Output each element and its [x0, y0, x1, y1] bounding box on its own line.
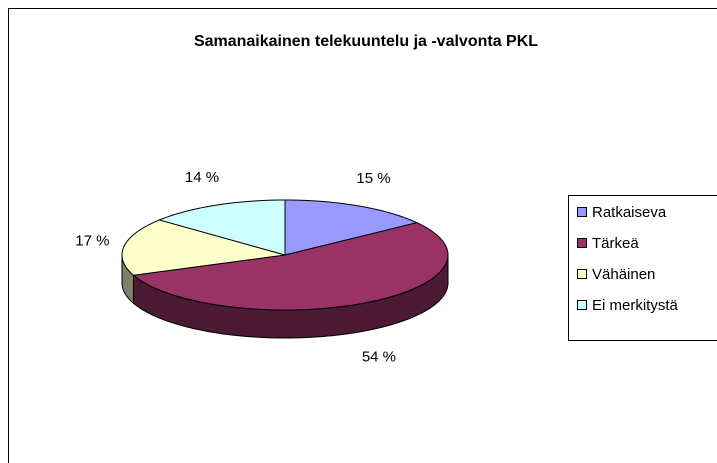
data-label: 54 %: [362, 348, 396, 365]
data-label: 14 %: [185, 169, 219, 186]
legend-label: Vähäinen: [592, 266, 655, 283]
legend-swatch: [577, 238, 587, 248]
legend-swatch: [577, 269, 587, 279]
legend-label: Ei merkitystä: [592, 297, 679, 314]
legend-box: [568, 195, 717, 341]
pie-slice: [157, 199, 286, 256]
legend-swatch: [577, 207, 587, 217]
pie-slice: [121, 219, 286, 276]
chart-title: Samanaikainen telekuuntelu ja -valvonta …: [194, 33, 538, 50]
data-label: 15 %: [356, 170, 390, 187]
pie-slice: [132, 222, 449, 311]
data-label: 17 %: [75, 233, 109, 250]
pie-slice: [284, 199, 419, 256]
legend-swatch: [577, 300, 587, 310]
legend-label: Tärkeä: [592, 235, 639, 252]
legend-label: Ratkaiseva: [592, 204, 667, 221]
